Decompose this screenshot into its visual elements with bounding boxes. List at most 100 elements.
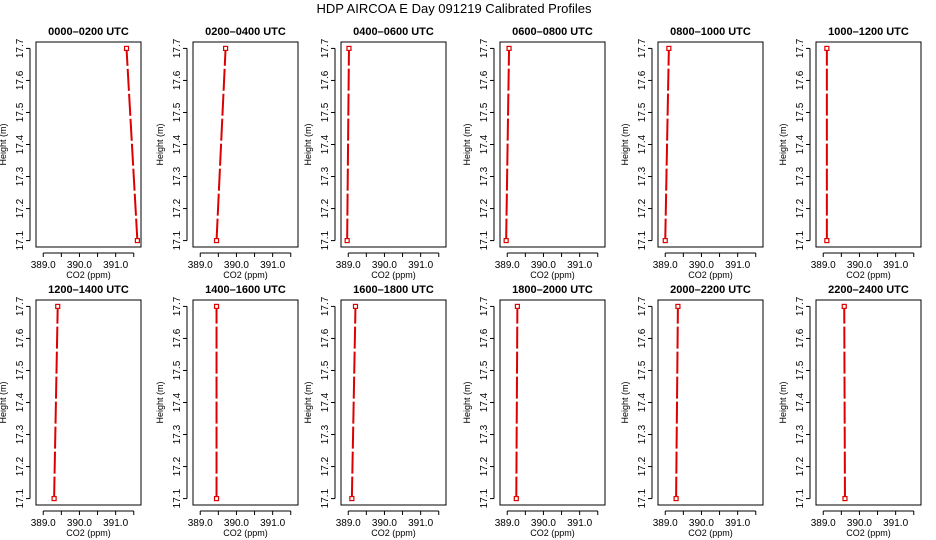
x-axis-label: CO2 (ppm): [688, 270, 733, 280]
data-point: [349, 495, 355, 502]
y-tick-label: 17.6: [320, 328, 331, 348]
profile-line: [515, 306, 519, 499]
y-tick-label: 17.5: [479, 102, 490, 122]
data-point: [666, 45, 672, 52]
plot-frame: [35, 41, 142, 248]
x-axis-label: CO2 (ppm): [66, 528, 111, 538]
y-tick-label: 17.7: [479, 296, 490, 316]
panel-title: 1000–1200 UTC: [828, 26, 909, 38]
x-axis-label: CO2 (ppm): [223, 270, 268, 280]
y-axis-label: Height (m): [462, 123, 472, 165]
y-tick-label: 17.6: [637, 70, 648, 90]
y-tick-label: 17.3: [479, 166, 490, 186]
x-axis-label: CO2 (ppm): [846, 270, 891, 280]
y-tick-label: 17.3: [172, 424, 183, 444]
y-tick-label: 17.4: [15, 392, 26, 412]
y-tick-label: 17.6: [795, 328, 806, 348]
x-tick-label: 390.0: [531, 518, 556, 529]
x-tick-label: 389.0: [495, 518, 520, 529]
y-tick-label: 17.7: [637, 296, 648, 316]
data-point: [51, 495, 57, 502]
plot-frame: [815, 299, 922, 506]
plot-frame: [192, 41, 299, 248]
data-point: [344, 237, 350, 244]
y-tick-label: 17.1: [320, 230, 331, 250]
data-point: [213, 303, 220, 310]
data-point: [673, 495, 679, 502]
data-point: [842, 495, 848, 502]
y-tick-label: 17.6: [320, 70, 331, 90]
y-tick-label: 17.6: [15, 70, 26, 90]
y-tick-label: 17.5: [15, 102, 26, 122]
data-point: [222, 45, 229, 52]
y-axis-label: Height (m): [620, 381, 630, 423]
profile-line: [125, 48, 139, 241]
data-point: [824, 45, 830, 52]
x-tick-label: 391.0: [725, 260, 750, 271]
x-axis-label: CO2 (ppm): [371, 528, 416, 538]
profile-line: [346, 48, 350, 241]
y-tick-label: 17.1: [479, 488, 490, 508]
y-tick-label: 17.3: [320, 166, 331, 186]
x-tick-label: 391.0: [408, 518, 433, 529]
y-tick-label: 17.3: [637, 424, 648, 444]
x-tick-label: 390.0: [224, 260, 249, 271]
y-axis-label: Height (m): [303, 123, 313, 165]
y-tick-label: 17.4: [320, 392, 331, 412]
data-point: [841, 303, 847, 310]
x-tick-label: 389.0: [31, 260, 56, 271]
y-tick-label: 17.5: [637, 102, 648, 122]
x-axis-label: CO2 (ppm): [223, 528, 268, 538]
y-tick-label: 17.7: [795, 38, 806, 58]
y-tick-label: 17.3: [320, 424, 331, 444]
x-tick-label: 391.0: [103, 518, 128, 529]
y-tick-label: 17.1: [15, 230, 26, 250]
plot-frame: [192, 299, 299, 506]
x-tick-label: 389.0: [811, 260, 836, 271]
panel-title: 2200–2400 UTC: [828, 284, 909, 296]
panel-title: 1400–1600 UTC: [205, 284, 286, 296]
x-tick-label: 389.0: [653, 518, 678, 529]
y-tick-label: 17.2: [637, 198, 648, 218]
profile-line: [664, 48, 670, 241]
y-tick-label: 17.2: [320, 456, 331, 476]
y-tick-label: 17.7: [637, 38, 648, 58]
y-tick-label: 17.4: [320, 134, 331, 154]
data-point: [352, 303, 359, 310]
y-tick-label: 17.3: [637, 166, 648, 186]
y-tick-label: 17.2: [15, 198, 26, 218]
x-tick-label: 390.0: [372, 260, 397, 271]
x-tick-label: 389.0: [188, 260, 213, 271]
y-tick-label: 17.6: [172, 70, 183, 90]
y-tick-label: 17.3: [15, 166, 26, 186]
x-tick-label: 391.0: [408, 260, 433, 271]
y-tick-label: 17.7: [172, 38, 183, 58]
profile-line: [675, 306, 679, 499]
y-axis-label: Height (m): [462, 381, 472, 423]
plot-frame: [657, 41, 764, 248]
panel-title: 1200–1400 UTC: [48, 284, 129, 296]
plot-frame: [340, 299, 447, 506]
data-point: [662, 237, 668, 244]
y-tick-label: 17.1: [479, 230, 490, 250]
x-tick-label: 390.0: [67, 260, 92, 271]
x-tick-label: 389.0: [31, 518, 56, 529]
x-tick-label: 390.0: [689, 518, 714, 529]
panel-title: 0600–0800 UTC: [512, 26, 593, 38]
y-tick-label: 17.6: [479, 328, 490, 348]
y-tick-label: 17.6: [479, 70, 490, 90]
plot-frame: [35, 299, 142, 506]
y-tick-label: 17.5: [795, 360, 806, 380]
y-tick-label: 17.1: [320, 488, 331, 508]
x-axis-label: CO2 (ppm): [530, 270, 575, 280]
y-tick-label: 17.7: [320, 296, 331, 316]
y-tick-label: 17.1: [15, 488, 26, 508]
y-tick-label: 17.2: [172, 198, 183, 218]
y-tick-label: 17.4: [15, 134, 26, 154]
